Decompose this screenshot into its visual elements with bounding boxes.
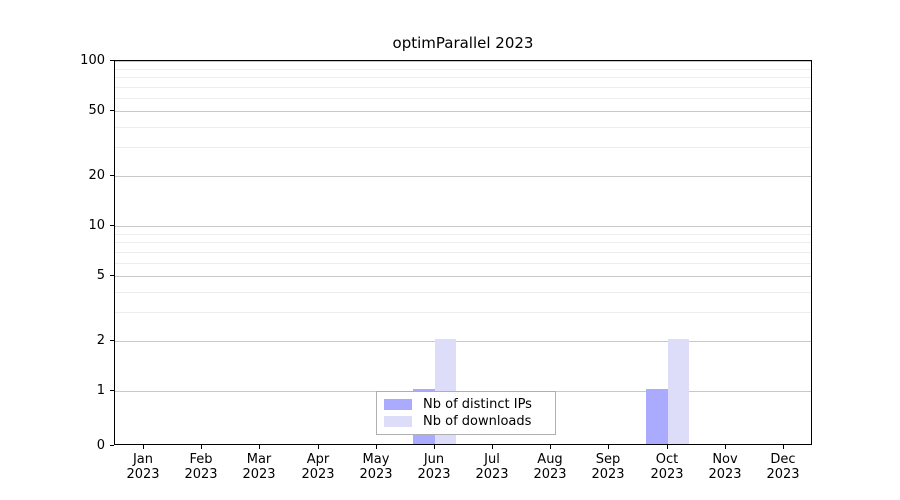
x-tick-mark xyxy=(318,445,319,449)
chart-legend: Nb of distinct IPs Nb of downloads xyxy=(376,391,556,435)
x-tick-label-nov: Nov 2023 xyxy=(695,452,755,482)
x-tick-month: Jun xyxy=(423,452,445,467)
gridline-minor xyxy=(115,242,811,243)
x-tick-month: May xyxy=(362,452,390,467)
x-tick-label-aug: Aug 2023 xyxy=(520,452,580,482)
x-tick-month: Jan xyxy=(132,452,154,467)
x-tick-year: 2023 xyxy=(533,467,567,482)
gridline-minor xyxy=(115,98,811,99)
plot-area xyxy=(114,60,812,445)
x-tick-month: Nov xyxy=(712,452,738,467)
x-tick-year: 2023 xyxy=(650,467,684,482)
gridline-major xyxy=(115,341,811,342)
gridline-minor xyxy=(115,312,811,313)
x-tick-year: 2023 xyxy=(359,467,393,482)
x-tick-label-feb: Feb 2023 xyxy=(171,452,231,482)
x-tick-label-sep: Sep 2023 xyxy=(578,452,638,482)
y-tick-label: 2 xyxy=(96,333,105,348)
x-tick-mark xyxy=(492,445,493,449)
x-tick-label-jul: Jul 2023 xyxy=(462,452,522,482)
x-tick-month: Oct xyxy=(655,452,679,467)
y-tick-label: 0 xyxy=(96,438,105,453)
y-tick-mark xyxy=(110,445,114,446)
gridline-major xyxy=(115,226,811,227)
x-tick-year: 2023 xyxy=(242,467,276,482)
x-tick-label-jan: Jan 2023 xyxy=(113,452,173,482)
legend-item-distinct-ips: Nb of distinct IPs xyxy=(384,396,548,413)
x-tick-mark xyxy=(783,445,784,449)
x-tick-mark xyxy=(434,445,435,449)
gridline-minor xyxy=(115,263,811,264)
gridline-major xyxy=(115,61,811,62)
y-tick-label: 10 xyxy=(88,218,105,233)
y-tick-mark xyxy=(110,275,114,276)
x-tick-mark xyxy=(259,445,260,449)
gridline-major xyxy=(115,111,811,112)
gridline-minor xyxy=(115,292,811,293)
x-tick-label-mar: Mar 2023 xyxy=(229,452,289,482)
gridline-minor xyxy=(115,87,811,88)
x-tick-year: 2023 xyxy=(708,467,742,482)
x-tick-month: Aug xyxy=(537,452,563,467)
x-tick-mark xyxy=(725,445,726,449)
x-tick-label-jun: Jun 2023 xyxy=(404,452,464,482)
x-tick-label-dec: Dec 2023 xyxy=(753,452,813,482)
y-tick-mark xyxy=(110,60,114,61)
y-tick-mark xyxy=(110,390,114,391)
gridline-minor xyxy=(115,234,811,235)
x-tick-year: 2023 xyxy=(301,467,335,482)
y-tick-label: 100 xyxy=(80,53,105,68)
legend-swatch-distinct-ips xyxy=(384,399,412,410)
x-tick-mark xyxy=(667,445,668,449)
x-tick-year: 2023 xyxy=(417,467,451,482)
x-tick-year: 2023 xyxy=(475,467,509,482)
legend-label-downloads: Nb of downloads xyxy=(423,414,532,429)
y-tick-label: 5 xyxy=(96,268,105,283)
x-tick-mark xyxy=(608,445,609,449)
gridline-minor xyxy=(115,69,811,70)
x-tick-year: 2023 xyxy=(766,467,800,482)
x-tick-year: 2023 xyxy=(591,467,625,482)
y-tick-label: 50 xyxy=(88,103,105,118)
gridline-major xyxy=(115,176,811,177)
y-tick-mark xyxy=(110,110,114,111)
y-tick-mark xyxy=(110,175,114,176)
x-tick-label-oct: Oct 2023 xyxy=(637,452,697,482)
x-tick-year: 2023 xyxy=(184,467,218,482)
gridline-major xyxy=(115,276,811,277)
gridline-minor xyxy=(115,252,811,253)
chart-title: optimParallel 2023 xyxy=(392,34,534,52)
y-tick-mark xyxy=(110,340,114,341)
y-tick-label: 20 xyxy=(88,168,105,183)
x-tick-month: Feb xyxy=(189,452,213,467)
x-tick-month: Dec xyxy=(770,452,796,467)
gridline-minor xyxy=(115,127,811,128)
x-tick-label-may: May 2023 xyxy=(346,452,406,482)
y-tick-mark xyxy=(110,225,114,226)
legend-swatch-downloads xyxy=(384,416,412,427)
gridline-minor xyxy=(115,147,811,148)
x-tick-mark xyxy=(201,445,202,449)
x-tick-year: 2023 xyxy=(126,467,160,482)
legend-label-distinct-ips: Nb of distinct IPs xyxy=(423,397,532,412)
x-tick-mark xyxy=(376,445,377,449)
gridline-minor xyxy=(115,77,811,78)
legend-item-downloads: Nb of downloads xyxy=(384,413,548,430)
bar-oct-distinct-ips xyxy=(646,388,668,444)
x-tick-mark xyxy=(550,445,551,449)
x-tick-month: Jul xyxy=(484,452,500,467)
x-tick-month: Apr xyxy=(306,452,330,467)
bar-oct-downloads xyxy=(667,339,690,444)
x-tick-mark xyxy=(143,445,144,449)
y-tick-label: 1 xyxy=(96,383,105,398)
x-tick-month: Mar xyxy=(246,452,272,467)
x-tick-month: Sep xyxy=(595,452,621,467)
x-tick-label-apr: Apr 2023 xyxy=(288,452,348,482)
